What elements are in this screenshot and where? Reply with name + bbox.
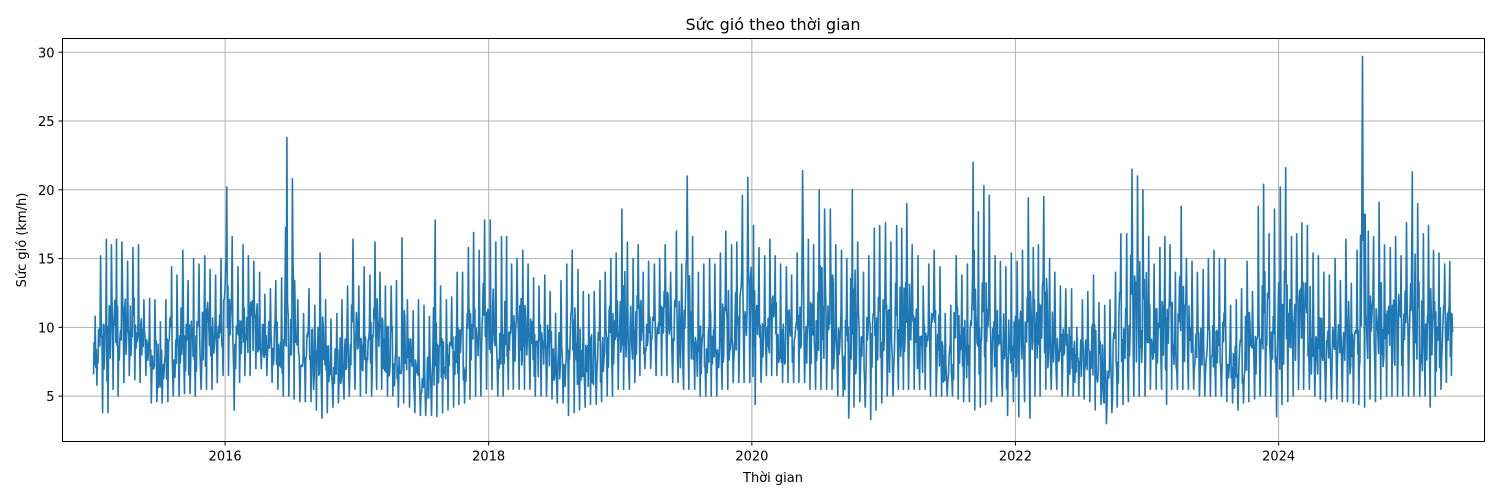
- y-tick-label: 30: [38, 46, 55, 61]
- wind-speed-series-line: [92, 55, 1454, 425]
- x-tick-label: 2022: [999, 450, 1032, 465]
- x-axis-label: Thời gian: [742, 471, 803, 486]
- y-tick-label: 15: [38, 253, 55, 268]
- chart-title: Sức gió theo thời gian: [685, 15, 860, 34]
- plot-frame: [62, 38, 1485, 442]
- x-tick-label: 2024: [1262, 450, 1295, 465]
- x-tick-label: 2016: [209, 450, 242, 465]
- y-tick-label: 5: [46, 390, 54, 405]
- y-tick-label: 10: [38, 321, 55, 336]
- x-axis: 2016 2018 2020 2022 2024: [209, 441, 1295, 465]
- y-tick-label: 20: [38, 184, 55, 199]
- x-tick-label: 2020: [735, 450, 768, 465]
- y-tick-label: 25: [38, 115, 55, 130]
- series-line-group: [92, 55, 1454, 425]
- y-axis-label: Sức gió (km/h): [15, 193, 30, 288]
- y-axis: 5 10 15 20 25 30: [38, 46, 63, 405]
- x-tick-label: 2018: [472, 450, 505, 465]
